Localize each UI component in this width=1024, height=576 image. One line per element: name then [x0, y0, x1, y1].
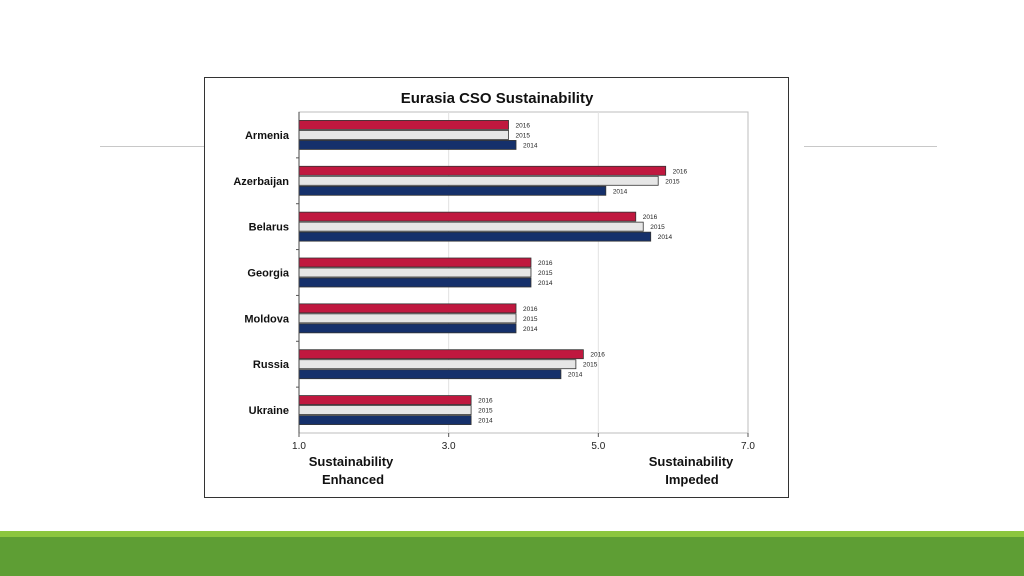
- bar: [298, 140, 517, 150]
- bar-year-label: 2015: [650, 224, 665, 231]
- category-label: Azerbaijan: [233, 176, 289, 188]
- x-right-label-line2: Impeded: [665, 472, 719, 487]
- bar: [298, 257, 532, 268]
- bar-year-label: 2015: [523, 316, 538, 323]
- bar-year-label: 2015: [538, 270, 553, 277]
- bar-year-label: 2016: [643, 214, 658, 221]
- bar-year-label: 2015: [478, 408, 493, 415]
- decorative-line-left: [100, 146, 204, 147]
- bar: [298, 175, 659, 186]
- x-right-label-line1: Sustainability: [649, 454, 734, 469]
- category-label: Armenia: [245, 130, 290, 142]
- bar: [298, 349, 584, 360]
- footer-bar: [0, 537, 1024, 576]
- category-label: Ukraine: [249, 405, 289, 417]
- bar-year-label: 2016: [538, 260, 553, 267]
- bar: [298, 231, 652, 242]
- bar-year-label: 2016: [673, 168, 688, 175]
- bar: [298, 313, 517, 324]
- bar: [298, 130, 509, 140]
- x-tick-label: 1.0: [292, 441, 306, 452]
- bar-year-label: 2016: [523, 306, 538, 313]
- category-label: Moldova: [244, 313, 289, 325]
- bar-year-label: 2014: [568, 372, 583, 379]
- bar: [298, 415, 472, 425]
- footer-accent-stripe: [0, 531, 1024, 537]
- x-left-label-line2: Enhanced: [322, 472, 384, 487]
- decorative-line-right: [804, 146, 937, 147]
- bar: [298, 165, 667, 176]
- category-label: Belarus: [249, 222, 289, 234]
- bar: [298, 405, 472, 415]
- category-label: Georgia: [247, 268, 289, 280]
- bar-year-label: 2014: [523, 142, 538, 149]
- bar-year-label: 2015: [665, 178, 680, 185]
- x-left-label-line1: Sustainability: [309, 454, 394, 469]
- bar: [298, 267, 532, 278]
- bar: [298, 120, 509, 130]
- bar: [298, 221, 644, 232]
- bar-year-label: 2014: [658, 234, 673, 241]
- bar: [298, 395, 472, 405]
- bar-year-label: 2014: [478, 418, 493, 425]
- bar: [298, 323, 517, 334]
- bar-year-label: 2014: [538, 280, 553, 287]
- chart-title: Eurasia CSO Sustainability: [401, 90, 594, 107]
- bar-year-label: 2015: [516, 132, 531, 139]
- x-tick-label: 3.0: [442, 441, 456, 452]
- bar: [298, 211, 637, 222]
- bar-year-label: 2015: [583, 362, 598, 369]
- x-tick-label: 7.0: [741, 441, 755, 452]
- bar: [298, 359, 577, 370]
- bar-year-label: 2014: [613, 188, 628, 195]
- category-label: Russia: [253, 359, 290, 371]
- bar-year-label: 2016: [590, 352, 605, 359]
- bar: [298, 277, 532, 288]
- bar-year-label: 2014: [523, 326, 538, 333]
- bar-year-label: 2016: [478, 398, 493, 405]
- x-tick-label: 5.0: [591, 441, 605, 452]
- bar: [298, 303, 517, 314]
- bar-year-label: 2016: [516, 122, 531, 129]
- bar: [298, 185, 607, 196]
- bar: [298, 369, 562, 380]
